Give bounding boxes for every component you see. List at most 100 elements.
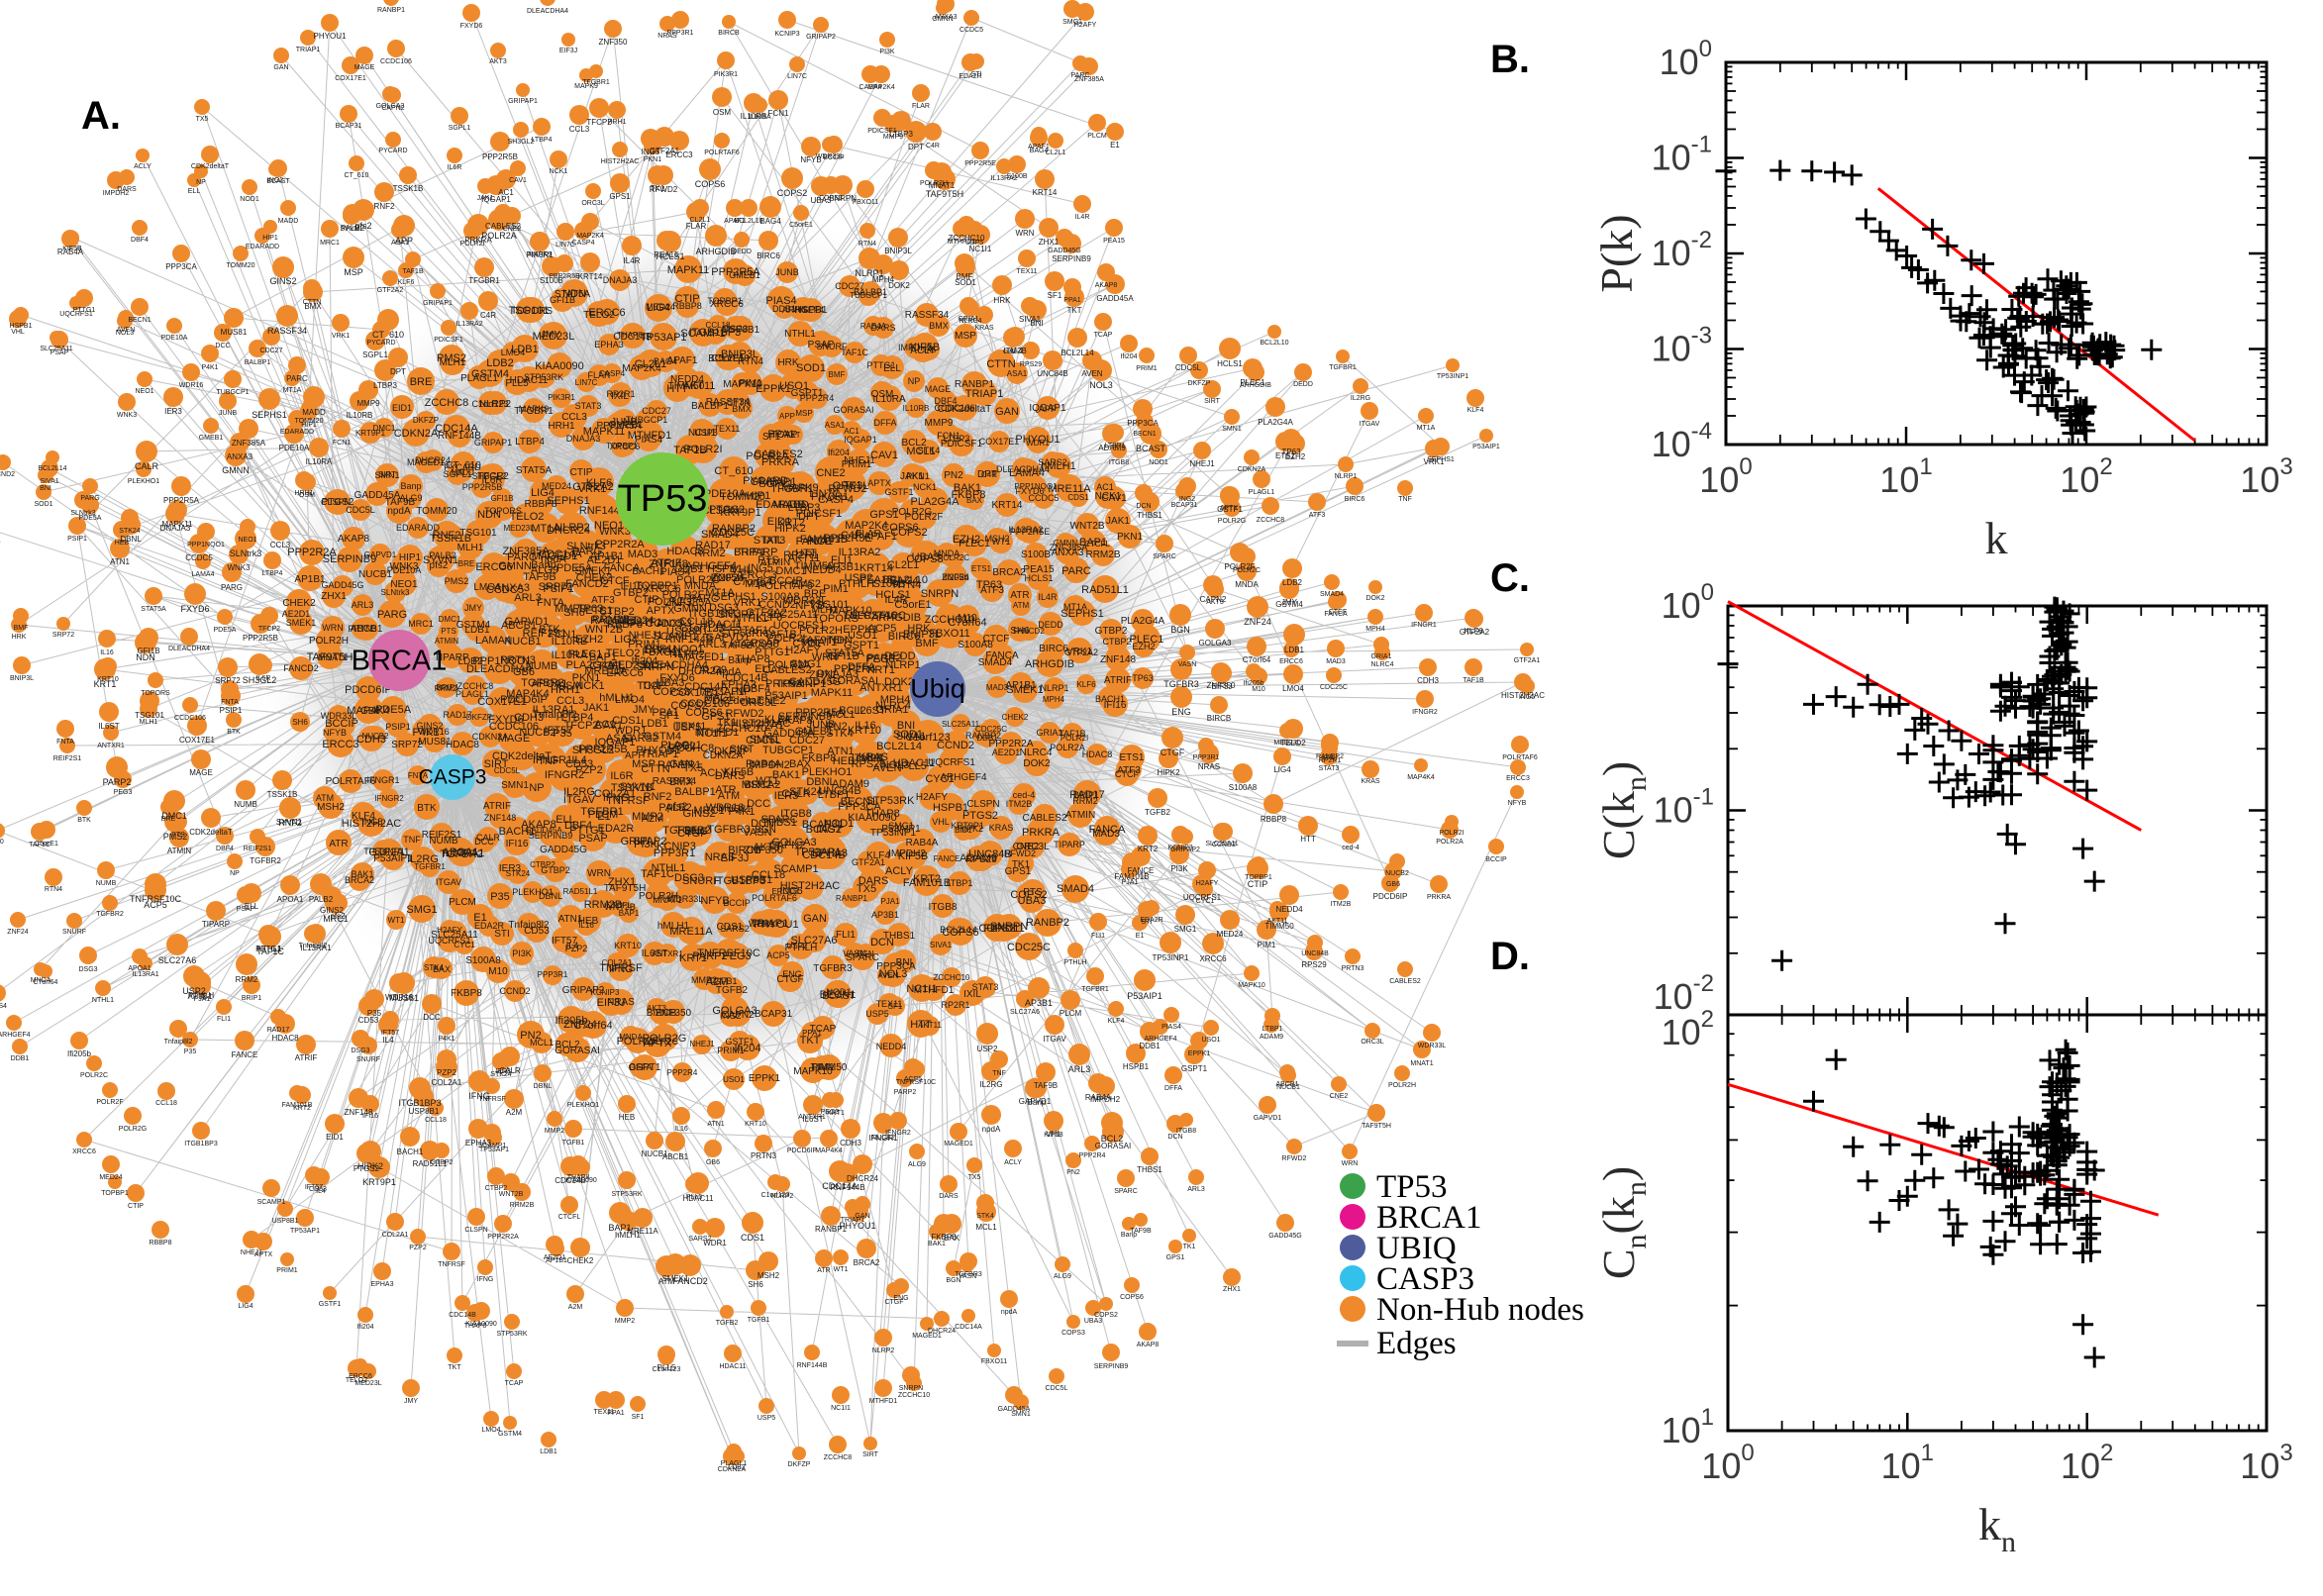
- svg-text:PLAGL1: PLAGL1: [455, 689, 489, 699]
- svg-text:FBXO11: FBXO11: [983, 923, 1024, 935]
- svg-text:LAMA4: LAMA4: [1009, 467, 1045, 479]
- svg-text:NLRC4: NLRC4: [1020, 748, 1053, 758]
- svg-text:ATF3: ATF3: [591, 595, 615, 606]
- svg-text:ACP5: ACP5: [766, 950, 790, 960]
- svg-text:GPS1: GPS1: [1166, 1254, 1185, 1261]
- svg-text:SMN1: SMN1: [501, 780, 529, 791]
- svg-text:TGFB1: TGFB1: [748, 1317, 770, 1324]
- svg-text:CAV1: CAV1: [509, 177, 527, 184]
- svg-text:POLR2I: POLR2I: [683, 444, 722, 455]
- svg-text:ING5: ING5: [642, 148, 660, 156]
- svg-text:TAF9B: TAF9B: [1034, 1081, 1058, 1090]
- svg-text:IL6R: IL6R: [448, 164, 462, 171]
- svg-text:Banp: Banp: [1028, 1098, 1047, 1107]
- svg-text:LDB2: LDB2: [728, 1464, 746, 1471]
- svg-text:ITM2B: ITM2B: [1003, 347, 1027, 355]
- svg-text:IL4R: IL4R: [1038, 592, 1058, 602]
- svg-text:IL4R: IL4R: [1075, 214, 1090, 221]
- svg-text:FNTA: FNTA: [221, 699, 239, 706]
- svg-text:LAMA4: LAMA4: [192, 571, 215, 578]
- svg-text:CCDC5: CCDC5: [185, 553, 213, 562]
- svg-text:BACH1: BACH1: [1095, 694, 1125, 704]
- svg-text:GFI1B: GFI1B: [137, 647, 159, 655]
- svg-text:Non-Hub nodes: Non-Hub nodes: [1376, 1292, 1584, 1328]
- svg-text:HDAC11: HDAC11: [719, 1363, 746, 1370]
- svg-text:POLR2H: POLR2H: [309, 636, 349, 647]
- svg-text:SLC27A6: SLC27A6: [1010, 1009, 1040, 1016]
- svg-text:CTGF: CTGF: [884, 1299, 903, 1306]
- svg-text:MMP9: MMP9: [925, 418, 954, 429]
- svg-text:TAF1B: TAF1B: [402, 268, 424, 275]
- svg-text:FLI1: FLI1: [836, 930, 856, 941]
- svg-text:MRE11A: MRE11A: [627, 1227, 658, 1236]
- svg-text:TOPBP1: TOPBP1: [1245, 874, 1272, 881]
- svg-text:RNF144B: RNF144B: [797, 1362, 828, 1369]
- svg-text:GFI1B: GFI1B: [490, 494, 513, 503]
- svg-text:SOD1: SOD1: [796, 362, 826, 374]
- svg-text:DHCR24: DHCR24: [415, 455, 451, 465]
- svg-text:MNAT1: MNAT1: [1410, 1060, 1433, 1067]
- svg-text:SLC27A6: SLC27A6: [790, 935, 837, 947]
- svg-text:TGFBR3: TGFBR3: [707, 824, 750, 836]
- svg-text:C1orf123: C1orf123: [471, 399, 508, 409]
- svg-text:PPP2R5E: PPP2R5E: [964, 160, 996, 167]
- svg-text:LIG4: LIG4: [1273, 765, 1291, 774]
- svg-text:RTN4: RTN4: [45, 886, 62, 893]
- svg-text:TOMM20: TOMM20: [416, 506, 457, 517]
- svg-text:SERPINB9: SERPINB9: [1094, 1363, 1129, 1370]
- svg-text:k: k: [1985, 513, 2008, 563]
- svg-text:CTTN: CTTN: [727, 398, 751, 408]
- svg-text:HEB: HEB: [578, 916, 599, 927]
- svg-text:H2AFY: H2AFY: [437, 926, 462, 935]
- svg-text:LMO4: LMO4: [501, 348, 526, 357]
- svg-text:ERCC3: ERCC3: [665, 150, 693, 159]
- svg-text:ATRIF: ATRIF: [483, 801, 511, 812]
- svg-text:EPHA3: EPHA3: [594, 340, 624, 349]
- svg-text:SPARC: SPARC: [1153, 553, 1176, 560]
- svg-text:ZHX1: ZHX1: [1223, 1286, 1241, 1293]
- svg-text:M10: M10: [488, 966, 508, 977]
- svg-text:PLCM: PLCM: [1060, 1009, 1082, 1018]
- svg-text:TNFRSF: TNFRSF: [478, 1096, 506, 1103]
- svg-text:RRM2B: RRM2B: [510, 1202, 535, 1209]
- svg-text:HCLS1: HCLS1: [1217, 359, 1243, 368]
- svg-text:JUNB: JUNB: [219, 410, 238, 417]
- svg-text:KIF5B: KIF5B: [62, 246, 82, 252]
- svg-text:TGFBR3: TGFBR3: [1163, 679, 1199, 689]
- svg-text:C7orf64: C7orf64: [573, 1020, 612, 1032]
- svg-text:CDC5L: CDC5L: [1175, 363, 1202, 372]
- svg-text:10-2: 10-2: [1652, 227, 1712, 273]
- svg-text:TAF9T5H: TAF9T5H: [1362, 1123, 1391, 1130]
- svg-text:Banp: Banp: [1121, 1232, 1137, 1239]
- svg-text:RAD17: RAD17: [443, 710, 471, 720]
- svg-text:PARP2: PARP2: [103, 777, 132, 787]
- svg-text:10-1: 10-1: [1654, 784, 1714, 831]
- svg-text:GADD45G: GADD45G: [1268, 1233, 1301, 1240]
- svg-text:AC1: AC1: [498, 188, 514, 197]
- svg-text:RNF144B: RNF144B: [830, 1183, 864, 1192]
- svg-text:JAK1: JAK1: [1106, 516, 1130, 527]
- svg-text:A2M: A2M: [506, 1108, 523, 1117]
- svg-text:RRM2B: RRM2B: [1085, 549, 1120, 560]
- svg-text:PPA1: PPA1: [607, 1410, 624, 1417]
- svg-text:AE2D1: AE2D1: [544, 1254, 565, 1261]
- svg-text:DFFA: DFFA: [873, 418, 896, 428]
- svg-text:TOMM20: TOMM20: [226, 262, 254, 269]
- svg-text:MCL1: MCL1: [975, 1223, 997, 1232]
- svg-text:NUCB2: NUCB2: [361, 732, 389, 741]
- svg-text:GSTM4: GSTM4: [498, 1431, 522, 1438]
- svg-text:SMG1: SMG1: [406, 904, 437, 916]
- svg-text:RRM2B: RRM2B: [584, 899, 623, 911]
- svg-text:CALR: CALR: [135, 461, 159, 471]
- svg-text:PPP3CA: PPP3CA: [876, 961, 916, 972]
- svg-text:GSTF1: GSTF1: [319, 1301, 342, 1308]
- svg-text:ANTXR1: ANTXR1: [97, 743, 125, 749]
- svg-text:MSP: MSP: [795, 409, 812, 418]
- svg-text:SGPL1: SGPL1: [449, 125, 471, 132]
- svg-text:TX5: TX5: [196, 116, 209, 123]
- svg-text:S100A8: S100A8: [0, 539, 1, 546]
- svg-text:ELL: ELL: [188, 188, 201, 195]
- svg-text:TNF: TNF: [403, 835, 421, 845]
- svg-text:SMAD4: SMAD4: [1320, 591, 1344, 598]
- svg-text:M10: M10: [0, 839, 4, 846]
